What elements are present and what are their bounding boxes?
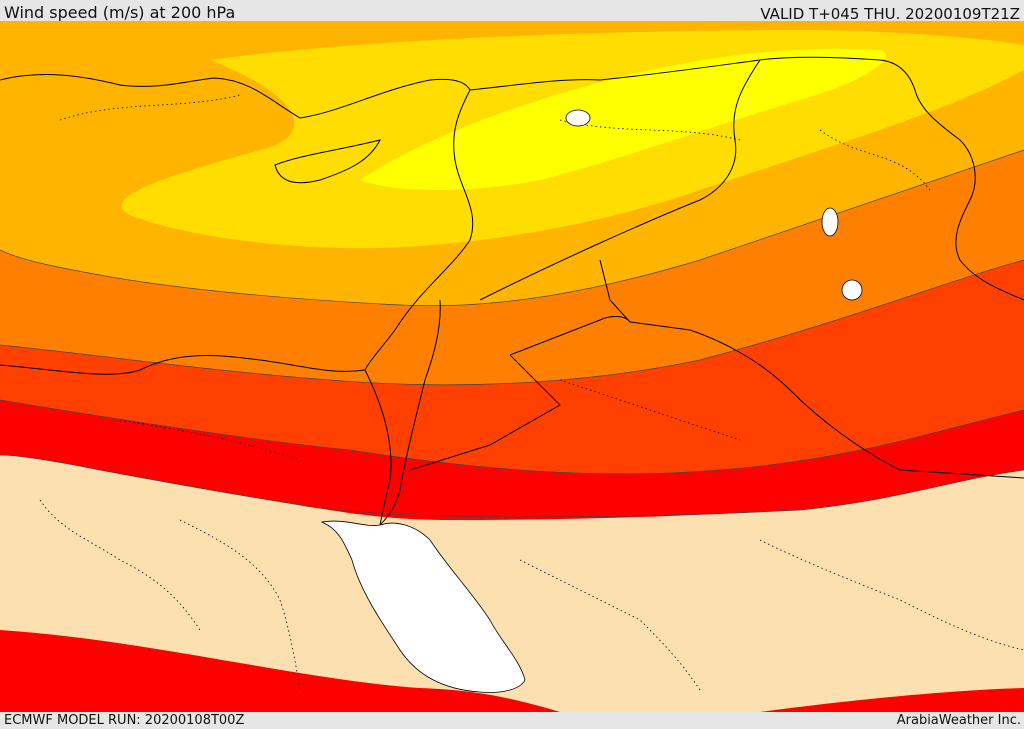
coastlines (0, 56, 1024, 526)
wind-band-southeast-red (760, 688, 1024, 712)
red-sea (320, 520, 526, 693)
model-run: ECMWF MODEL RUN: 20200108T00Z (4, 713, 245, 728)
wind-band-south-red (0, 630, 560, 712)
header-bar (0, 0, 1024, 21)
lake-van (565, 109, 591, 127)
footer-bar (0, 712, 1024, 729)
lake-sevan (841, 279, 863, 301)
province-borders (39, 94, 1024, 691)
map-title: Wind speed (m/s) at 200 hPa (4, 3, 236, 22)
isotach-contours (0, 149, 1024, 518)
wind-speed-map (0, 21, 1024, 712)
lake-urmia (821, 207, 839, 237)
wind-band-yellow (360, 48, 887, 191)
valid-time: VALID T+045 THU. 20200109T21Z (760, 5, 1020, 23)
brand-credit: ArabiaWeather Inc. (896, 713, 1021, 728)
